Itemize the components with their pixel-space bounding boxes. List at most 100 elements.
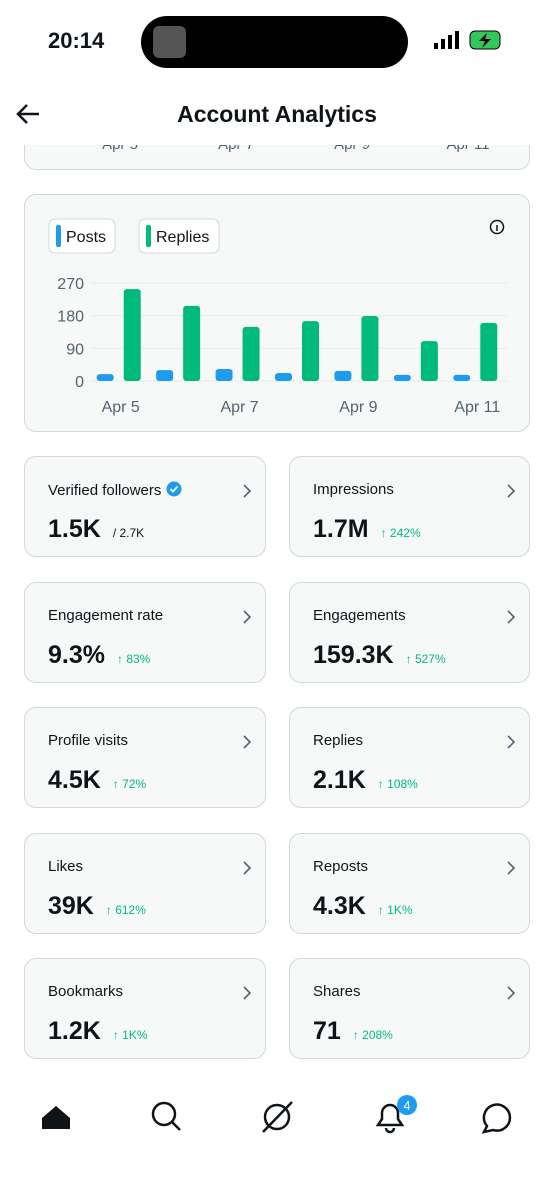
metric-number: 1.2K xyxy=(48,1017,101,1045)
metric-card[interactable]: Engagement rate 9.3% ↑ 83% xyxy=(24,581,266,683)
metric-change: ↑ 208% xyxy=(352,1028,393,1042)
legend-label: Posts xyxy=(66,229,106,246)
metric-card[interactable]: Profile visits 4.5K ↑ 72% xyxy=(24,707,266,808)
metric-value: 2.1K ↑ 108% xyxy=(313,766,418,795)
chevron xyxy=(507,609,516,624)
bar xyxy=(215,369,233,381)
metric-number: 1.7M xyxy=(313,515,369,543)
metric-card[interactable]: Likes 39K ↑ 612% xyxy=(24,832,266,934)
prev-x-label: Apr 5 xyxy=(85,145,155,153)
bar xyxy=(334,370,352,381)
metric-number: 2.1K xyxy=(313,766,366,794)
bar xyxy=(361,316,379,381)
info-icon xyxy=(489,219,505,235)
back-button[interactable] xyxy=(14,100,44,130)
metric-card[interactable]: Impressions 1.7M ↑ 242% xyxy=(289,456,530,557)
bar xyxy=(453,374,471,381)
search-icon[interactable] xyxy=(151,1101,181,1131)
chart-card: Posts Replies 0 90 180 270 Apr 5 Apr 7 Apr 9 Apr … xyxy=(24,194,530,432)
metric-number: 71 xyxy=(313,1017,341,1045)
bottom-nav: 4 xyxy=(42,1095,512,1134)
chart: Posts Replies 0 90 180 270 Apr 5 Apr 7 Apr 9 Apr … xyxy=(48,218,507,416)
prev-x-label: Apr 9 xyxy=(317,145,387,153)
metric-card[interactable]: Shares 71 ↑ 208% xyxy=(289,958,530,1059)
bar xyxy=(123,289,141,381)
x-tick-label: Apr 7 xyxy=(220,399,258,416)
badge-count: 4 xyxy=(403,1098,410,1113)
grok-icon[interactable] xyxy=(262,1101,293,1133)
x-tick-label: Apr 5 xyxy=(102,399,140,416)
metric-card[interactable]: Reposts 4.3K ↑ 1K% xyxy=(289,832,530,934)
chevron xyxy=(243,986,252,1000)
badge xyxy=(397,1095,417,1115)
metric-number: 159.3K xyxy=(313,640,394,669)
metric-total: / 2.7K xyxy=(112,526,145,540)
legend-box xyxy=(138,218,220,254)
status-time: 20:14 xyxy=(48,28,105,53)
y-tick-label: 90 xyxy=(66,341,84,358)
metric-card[interactable]: Replies 2.1K ↑ 108% xyxy=(289,707,530,808)
metric-label: Shares xyxy=(313,983,361,1000)
metric-label: Reposts xyxy=(313,857,369,875)
status-icons xyxy=(434,30,501,50)
metric-change: ↑ 72% xyxy=(112,777,147,791)
metric-change: ↑ 612% xyxy=(105,902,146,917)
bar xyxy=(393,374,411,381)
bar xyxy=(156,370,174,381)
chevron xyxy=(243,609,252,624)
metric-value: 159.3K ↑ 527% xyxy=(313,641,446,670)
metric-card[interactable]: Engagements 159.3K ↑ 527% xyxy=(289,581,530,683)
notifications-icon[interactable] xyxy=(375,1103,405,1134)
header-bg xyxy=(0,130,554,145)
chevron xyxy=(243,484,252,498)
bar xyxy=(242,326,260,381)
prev-x-label: Apr 11 xyxy=(433,145,503,153)
metric-number: 39K xyxy=(48,891,94,920)
metric-change: ↑ 108% xyxy=(377,777,418,791)
bar xyxy=(420,341,438,381)
metric-value: 1.2K ↑ 1K% xyxy=(48,1017,148,1046)
home-icon[interactable] xyxy=(42,1106,70,1129)
previous-chart-card: Apr 5 Apr 7 Apr 9 Apr 11 xyxy=(24,145,530,170)
metric-change: ↑ 1K% xyxy=(112,1028,148,1042)
metric-value: 39K ↑ 612% xyxy=(48,892,146,921)
metric-value: 4.5K ↑ 72% xyxy=(48,766,146,795)
metric-value: 4.3K ↑ 1K% xyxy=(313,892,413,921)
metric-value: 1.7M ↑ 242% xyxy=(313,515,421,544)
bar xyxy=(480,322,498,381)
header-title: Account Analytics xyxy=(177,101,377,127)
metric-label: Impressions xyxy=(313,481,394,498)
legend-swatch xyxy=(56,225,61,247)
metric-card[interactable]: Verified followers 1.5K / 2.7K xyxy=(24,456,266,557)
prev-x-label: Apr 7 xyxy=(201,145,271,153)
legend-box xyxy=(48,218,116,254)
metric-value: 9.3% ↑ 83% xyxy=(48,641,150,670)
x-tick-label: Apr 9 xyxy=(339,399,377,416)
chevron xyxy=(507,484,516,498)
metric-change: ↑ 242% xyxy=(380,526,421,540)
metric-number: 4.5K xyxy=(48,766,101,794)
chevron xyxy=(243,860,252,875)
legend-swatch xyxy=(146,225,151,247)
metric-change: ↑ 1K% xyxy=(377,902,413,917)
metric-label: Likes xyxy=(48,857,84,875)
legend-item: Replies xyxy=(138,218,220,254)
legend-label: Replies xyxy=(156,229,209,246)
chevron xyxy=(507,986,516,1000)
bar xyxy=(96,374,114,381)
metric-change: ↑ 527% xyxy=(405,651,446,666)
metric-value: 71 ↑ 208% xyxy=(313,1017,393,1046)
chevron xyxy=(507,860,516,875)
chevron xyxy=(243,735,252,749)
messages-icon[interactable] xyxy=(481,1103,512,1134)
verified-badge xyxy=(166,481,182,497)
metric-value: 1.5K / 2.7K xyxy=(48,515,144,544)
metric-label: Engagement rate xyxy=(48,606,164,624)
bar xyxy=(275,373,292,381)
metric-card[interactable]: Bookmarks 1.2K ↑ 1K% xyxy=(24,958,266,1059)
bar xyxy=(302,321,319,381)
y-tick-label: 270 xyxy=(57,276,84,293)
metric-number: 9.3% xyxy=(48,640,105,669)
dynamic-island xyxy=(141,16,408,68)
legend-item: Posts xyxy=(48,218,116,254)
